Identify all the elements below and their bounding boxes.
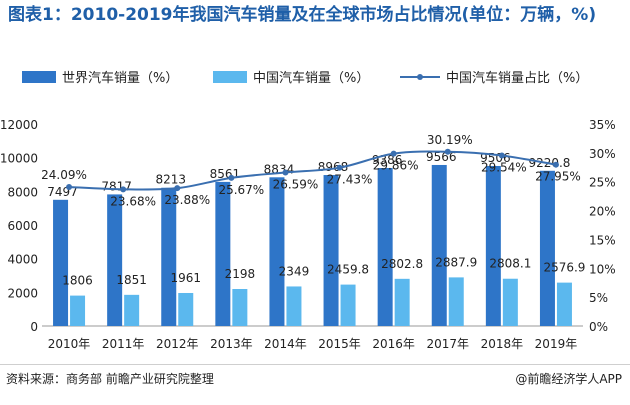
line-share-label: 24.09% xyxy=(41,168,87,182)
bar-world xyxy=(107,194,123,326)
left-axis-tick-label: 6000 xyxy=(7,219,38,233)
line-share-label: 29.54% xyxy=(481,161,527,175)
bar-world xyxy=(269,177,285,326)
line-share-point xyxy=(174,185,181,192)
bar-world xyxy=(161,187,177,326)
right-axis-tick-label: 35% xyxy=(589,118,616,132)
x-axis-tick-label: 2018年 xyxy=(481,337,524,351)
source-note: 资料来源：商务部 前瞻产业研究院整理 xyxy=(6,372,214,386)
line-share-point xyxy=(552,161,559,168)
bar-label-china: 1961 xyxy=(170,271,201,285)
right-axis-tick-label: 15% xyxy=(589,233,616,247)
x-axis-tick-label: 2011年 xyxy=(102,337,145,351)
line-share-label: 29.86% xyxy=(373,159,419,173)
bar-world xyxy=(53,199,69,326)
left-axis-tick-label: 2000 xyxy=(7,286,38,300)
x-axis-tick-label: 2014年 xyxy=(264,337,307,351)
left-axis-tick-label: 0 xyxy=(30,320,38,334)
legend-swatch-china xyxy=(213,71,247,83)
legend-label-world: 世界汽车销量（%） xyxy=(62,70,178,86)
x-axis-tick-label: 2010年 xyxy=(48,337,91,351)
bar-china xyxy=(286,286,302,326)
legend-label-share: 中国汽车销量占比（%） xyxy=(446,70,588,86)
bar-label-china: 2459.8 xyxy=(327,263,369,277)
line-share-label: 27.43% xyxy=(327,173,373,187)
right-axis-tick-label: 5% xyxy=(589,291,608,305)
right-axis-tick-label: 20% xyxy=(589,205,616,219)
x-axis-tick-label: 2017年 xyxy=(426,337,469,351)
line-share-label: 26.59% xyxy=(273,178,319,192)
bar-label-world: 7817 xyxy=(101,179,132,193)
bar-label-china: 2576.9 xyxy=(543,261,585,275)
left-axis-tick-label: 4000 xyxy=(7,253,38,267)
bar-china xyxy=(232,289,248,326)
right-axis-tick-label: 25% xyxy=(589,176,616,190)
left-axis-tick-label: 10000 xyxy=(0,152,38,166)
bar-china xyxy=(394,278,410,326)
line-share-point xyxy=(498,152,505,159)
legend-swatch-world xyxy=(22,71,56,83)
line-share-label: 30.19% xyxy=(427,133,473,147)
x-axis-tick-label: 2015年 xyxy=(318,337,361,351)
right-axis-tick-label: 0% xyxy=(589,320,608,334)
bar-label-china: 2198 xyxy=(225,267,256,281)
bar-label-world: 8213 xyxy=(155,173,186,187)
bar-label-china: 1806 xyxy=(62,274,93,288)
x-axis-tick-label: 2012年 xyxy=(156,337,199,351)
left-axis-tick-label: 12000 xyxy=(0,118,38,132)
line-share-point xyxy=(120,186,127,193)
line-share-label: 23.68% xyxy=(110,194,156,208)
line-share-label: 25.67% xyxy=(218,183,264,197)
line-share-point xyxy=(66,183,73,190)
right-axis-tick-label: 30% xyxy=(589,147,616,161)
bar-world xyxy=(485,165,501,326)
bar-world xyxy=(323,175,339,326)
bar-label-world: 8968 xyxy=(318,160,349,174)
line-share xyxy=(69,150,557,191)
bar-world xyxy=(431,164,447,326)
x-axis-tick-label: 2016年 xyxy=(372,337,415,351)
bar-china xyxy=(178,292,194,326)
bar-world xyxy=(539,170,555,326)
legend-label-china: 中国汽车销量（%） xyxy=(253,70,369,86)
left-axis-tick-label: 8000 xyxy=(7,185,38,199)
line-share-point xyxy=(282,169,289,176)
bar-china xyxy=(448,277,464,326)
line-share-label: 27.95% xyxy=(535,170,581,184)
x-axis-tick-label: 2013年 xyxy=(210,337,253,351)
line-share-point xyxy=(336,164,343,171)
bar-world xyxy=(377,168,393,326)
chart-title: 图表1：2010-2019年我国汽车销量及在全球市场占比情况(单位：万辆，%) xyxy=(8,5,597,25)
bar-china xyxy=(502,278,518,326)
bar-label-china: 2808.1 xyxy=(489,257,531,271)
legend-marker-share xyxy=(417,74,423,80)
x-axis-tick-label: 2019年 xyxy=(535,337,578,351)
bar-world xyxy=(215,181,231,326)
bar-label-china: 2887.9 xyxy=(435,255,477,269)
footer-divider xyxy=(0,364,630,365)
line-share-point xyxy=(444,148,451,155)
bar-label-china: 1851 xyxy=(116,273,147,287)
right-axis-tick-label: 10% xyxy=(589,262,616,276)
bar-label-china: 2349 xyxy=(279,264,310,278)
bar-china xyxy=(70,295,86,326)
bar-china xyxy=(340,284,356,326)
line-share-label: 23.88% xyxy=(164,193,210,207)
bar-china xyxy=(124,294,140,326)
bar-label-china: 2802.8 xyxy=(381,257,423,271)
brand-credit: @前瞻经济学人APP xyxy=(515,372,622,386)
line-share-point xyxy=(390,150,397,157)
line-share-point xyxy=(228,174,235,181)
bar-china xyxy=(556,282,572,326)
